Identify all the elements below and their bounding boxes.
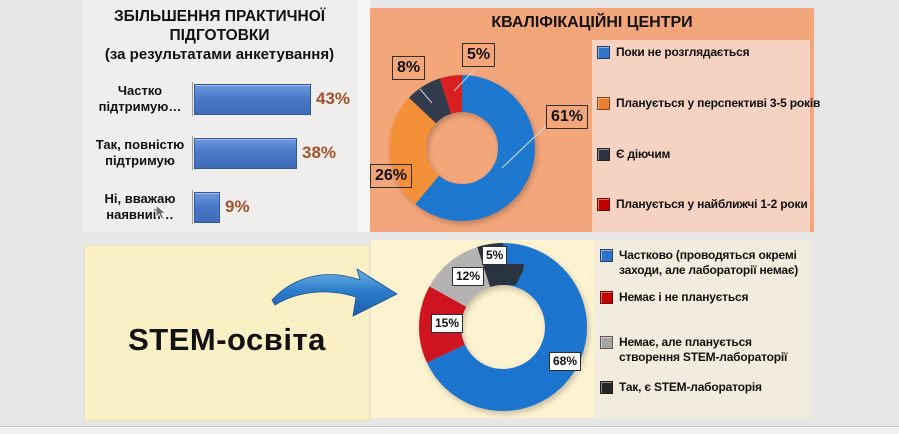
legend-marker-icon xyxy=(600,249,613,262)
pct-label-8: 8% xyxy=(392,56,426,80)
survey-chart-title: ЗБІЛЬШЕННЯ ПРАКТИЧНОЇ ПІДГОТОВКИ xyxy=(113,8,326,44)
leader-line xyxy=(419,88,433,104)
pct-label-68: 68% xyxy=(549,352,582,371)
legend-item: Немає, але планується створення STEM-лаб… xyxy=(600,335,807,365)
legend-label: Планується у перспективі 3-5 років xyxy=(616,96,821,110)
pct-label-12: 12% xyxy=(452,267,485,286)
legend-item: Планується у найближчі 1-2 роки xyxy=(597,197,808,212)
stem-panel: STEM-освіта xyxy=(84,245,370,421)
legend-label: Є діючим xyxy=(616,147,671,161)
legend-item: Так, є STEM-лабораторія xyxy=(600,380,807,395)
bar-row: Ні, вважаю наявний… 9% xyxy=(88,190,353,224)
bar-category-label: Так, повністю підтримую xyxy=(95,137,185,168)
bar-row: Частко підтримую… 43% xyxy=(88,82,353,116)
bar-category-label: Ні, вважаю наявний… xyxy=(104,191,176,222)
legend-marker-icon xyxy=(600,291,613,304)
survey-chart-subtitle: (за результатами анкетування) xyxy=(104,46,335,63)
qualification-centers-panel: КВАЛІФІКАЦІЙНІ ЦЕНТРИ 61% 26% 8% 5% Поки… xyxy=(370,8,820,232)
legend-marker-icon xyxy=(597,97,610,110)
leader-lines xyxy=(419,68,549,169)
survey-bar-chart-panel: ЗБІЛЬШЕННЯ ПРАКТИЧНОЇ ПІДГОТОВКИ (за рез… xyxy=(82,0,357,232)
bar-value-label: 9% xyxy=(225,197,250,216)
bar-category-label: Частко підтримую… xyxy=(98,83,182,114)
legend-item: Планується у перспективі 3-5 років xyxy=(597,96,820,111)
legend-marker-icon xyxy=(597,46,610,59)
legend-label: Планується у найближчі 1-2 роки xyxy=(616,197,808,211)
legend-label: Поки не розглядається xyxy=(616,45,750,59)
mouse-pointer-icon xyxy=(155,204,168,220)
bar-track: 43% xyxy=(192,82,353,116)
qualification-donut-chart xyxy=(389,68,549,221)
donut-slice xyxy=(389,75,535,221)
legend-label: Немає, але планується створення STEM-лаб… xyxy=(619,335,788,364)
stem-legend: Частково (проводяться окремі заходи, але… xyxy=(595,240,812,418)
stem-label: STEM-освіта xyxy=(128,322,326,357)
legend-marker-icon xyxy=(600,381,613,394)
bar-chart: Частко підтримую… 43% Так, повністю підтри… xyxy=(88,82,353,246)
stem-donut-panel: 68% 15% 12% 5% Частково (проводяться окр… xyxy=(371,240,812,418)
arrow-right-icon xyxy=(271,268,398,317)
bar-row: Так, повністю підтримую 38% xyxy=(88,136,353,170)
leader-line xyxy=(501,123,549,169)
panel-divider xyxy=(357,0,370,232)
legend-label: Частково (проводяться окремі заходи, але… xyxy=(619,248,799,277)
qualification-legend: Поки не розглядається Планується у перспе… xyxy=(592,40,820,232)
qualification-chart-title: КВАЛІФІКАЦІЙНІ ЦЕНТРИ xyxy=(491,14,693,31)
pct-label-5: 5% xyxy=(462,43,496,67)
pct-label-5b: 5% xyxy=(482,246,508,265)
legend-marker-icon xyxy=(600,336,613,349)
bar-value-label: 38% xyxy=(302,143,337,162)
bar xyxy=(194,83,311,115)
bottom-bar xyxy=(0,426,899,434)
bar-track: 38% xyxy=(192,136,353,170)
legend-marker-icon xyxy=(597,148,610,161)
pct-label-61: 61% xyxy=(546,105,589,129)
legend-label: Так, є STEM-лабораторія xyxy=(619,380,762,394)
leader-line xyxy=(453,68,476,92)
legend-marker-icon xyxy=(597,198,610,211)
legend-item: Частково (проводяться окремі заходи, але… xyxy=(600,248,807,278)
legend-item: Немає і не планується xyxy=(600,290,807,305)
bar xyxy=(194,137,297,169)
bar-value-label: 43% xyxy=(316,89,351,108)
bar-track: 9% xyxy=(192,190,353,224)
bar xyxy=(194,191,220,223)
legend-label: Немає і не планується xyxy=(619,290,749,304)
legend-item: Поки не розглядається xyxy=(597,45,750,60)
donut-slice xyxy=(389,75,535,221)
pct-label-15: 15% xyxy=(431,314,464,333)
pct-label-26: 26% xyxy=(370,164,413,188)
legend-item: Є діючим xyxy=(597,147,670,162)
